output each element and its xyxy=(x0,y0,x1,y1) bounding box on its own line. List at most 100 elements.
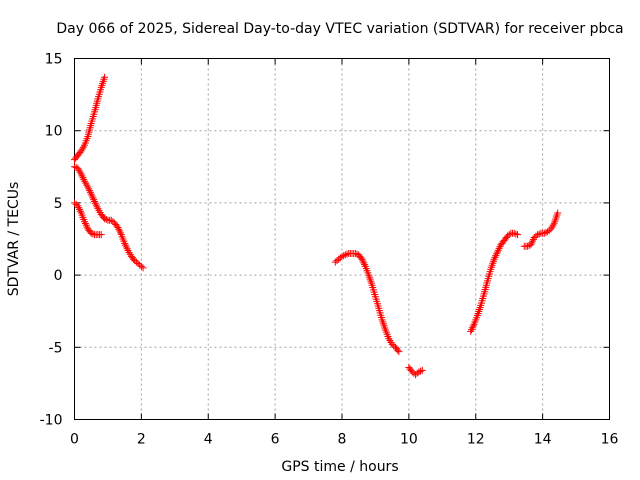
series-arc-3 xyxy=(71,199,105,239)
data-point xyxy=(408,368,416,376)
data-point xyxy=(101,73,109,81)
trace-mark xyxy=(343,250,351,258)
trace-mark xyxy=(89,194,97,202)
series-arc-6 xyxy=(467,229,522,335)
data-point xyxy=(490,255,498,263)
trace-mark xyxy=(91,199,99,207)
trace-mark xyxy=(340,252,348,260)
data-point xyxy=(351,249,359,257)
trace-mark xyxy=(505,231,513,239)
data-point xyxy=(101,215,109,223)
trace-mark xyxy=(491,253,499,261)
data-point xyxy=(388,340,396,348)
x-tick-label: 0 xyxy=(70,432,79,448)
y-axis-label: SDTVAR / TECUs xyxy=(6,182,22,297)
y-tick-label: 5 xyxy=(54,196,63,212)
data-point xyxy=(91,197,99,205)
x-tick-label: 10 xyxy=(400,432,418,448)
trace-mark xyxy=(88,192,96,200)
data-point xyxy=(81,218,89,226)
trace-mark xyxy=(76,205,84,213)
series-arc-4 xyxy=(331,249,403,356)
trace-mark xyxy=(89,230,97,238)
trace-mark xyxy=(123,245,131,253)
series-arc-2 xyxy=(71,163,147,272)
data-point xyxy=(395,348,403,356)
trace-mark xyxy=(116,229,124,237)
x-tick-label: 8 xyxy=(338,432,347,448)
data-point xyxy=(338,252,346,260)
trace-mark xyxy=(86,188,94,196)
data-point xyxy=(415,368,423,376)
data-point xyxy=(504,232,512,240)
data-point xyxy=(71,163,78,171)
trace-mark xyxy=(468,326,476,334)
trace-mark xyxy=(333,257,341,265)
data-point xyxy=(139,264,147,272)
trace-mark xyxy=(492,252,500,260)
trace-mark xyxy=(136,261,144,269)
trace-mark xyxy=(529,237,537,245)
data-point xyxy=(87,229,95,237)
series-arc-7 xyxy=(520,209,562,250)
trace-mark xyxy=(102,216,110,224)
trace-mark xyxy=(361,261,369,269)
data-point xyxy=(544,228,552,236)
data-point xyxy=(134,260,142,268)
data-point xyxy=(534,231,542,239)
trace-mark xyxy=(495,244,503,252)
x-tick-label: 4 xyxy=(204,432,213,448)
trace-mark xyxy=(90,196,98,204)
trace-mark xyxy=(394,346,402,354)
x-tick-label: 14 xyxy=(534,432,552,448)
data-point xyxy=(114,223,122,231)
trace-mark xyxy=(359,257,367,265)
trace-mark xyxy=(116,227,124,235)
trace-mark xyxy=(121,241,129,249)
trace-mark xyxy=(528,239,536,247)
series-arc-1 xyxy=(71,73,109,164)
trace-mark xyxy=(76,207,84,215)
trace-mark xyxy=(93,203,101,211)
trace-mark xyxy=(86,187,94,195)
data-point xyxy=(131,257,139,265)
y-tick-label: 0 xyxy=(54,268,63,284)
trace-mark xyxy=(115,225,123,233)
data-point xyxy=(358,255,366,263)
data-point xyxy=(331,258,339,266)
data-points xyxy=(71,73,562,379)
series-arc-5 xyxy=(405,364,426,379)
trace-mark xyxy=(512,230,520,238)
data-point xyxy=(467,327,475,335)
trace-mark xyxy=(78,172,86,180)
data-point xyxy=(121,239,129,247)
data-point xyxy=(412,371,420,379)
data-point xyxy=(341,251,349,259)
trace-mark xyxy=(469,322,477,330)
data-point xyxy=(540,229,548,237)
trace-mark xyxy=(82,221,90,229)
trace-mark xyxy=(132,258,140,266)
data-point xyxy=(77,170,85,178)
trace-mark xyxy=(417,367,425,375)
data-point xyxy=(137,262,145,270)
x-tick-label: 6 xyxy=(271,432,280,448)
data-point xyxy=(71,199,78,207)
x-axis-label: GPS time / hours xyxy=(281,459,398,475)
y-tick-label: 10 xyxy=(45,124,63,140)
data-point xyxy=(524,242,532,250)
data-point xyxy=(514,231,522,239)
y-tick-label: -5 xyxy=(49,340,63,356)
data-point xyxy=(84,183,92,191)
x-tick-label: 16 xyxy=(601,432,619,448)
data-point xyxy=(335,255,343,263)
chart-title: Day 066 of 2025, Sidereal Day-to-day VTE… xyxy=(56,21,623,37)
y-tick-label: -10 xyxy=(40,413,63,429)
trace-mark xyxy=(493,250,501,258)
data-point xyxy=(527,241,535,249)
y-tick-label: 15 xyxy=(45,52,63,68)
trace-mark xyxy=(79,174,87,182)
data-point xyxy=(493,248,501,256)
trace-mark xyxy=(535,230,543,238)
